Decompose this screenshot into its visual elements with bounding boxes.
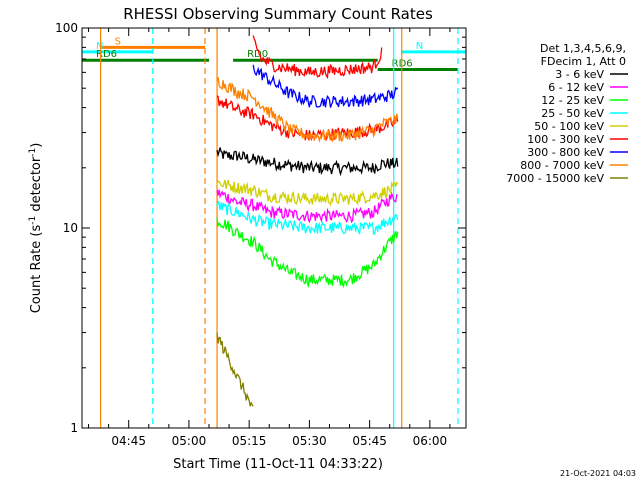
series-line — [216, 189, 398, 224]
legend-header: Det 1,3,4,5,6,9, — [540, 42, 626, 55]
y-axis-label-part: detector — [29, 156, 44, 216]
y-axis-label-superscript: -1 — [28, 216, 38, 225]
y-tick-label: 100 — [55, 21, 78, 35]
x-axis: 04:45 05:00 05:15 05:30 05:45 06:00 — [88, 28, 451, 448]
footer-timestamp: 21-Oct-2021 04:03 — [560, 469, 636, 478]
y-axis: 1 10 100 — [55, 21, 466, 435]
y-axis-label-part: Count Rate (s — [29, 225, 44, 314]
y-axis-label-part: ) — [29, 143, 44, 148]
band-markers: SNNRD6RD6RD0 — [82, 36, 466, 72]
legend-entry-label: 100 - 300 keV — [527, 133, 604, 146]
series-line — [216, 147, 399, 177]
series-line — [216, 200, 399, 236]
x-tick-label: 05:30 — [292, 434, 327, 448]
band-label: S — [115, 36, 121, 47]
legend-entry-label: 25 - 50 keV — [541, 107, 604, 120]
series-line — [216, 77, 399, 143]
legend-entry-label: 300 - 800 keV — [527, 146, 604, 159]
legend-entry-label: 6 - 12 keV — [548, 81, 604, 94]
series-line — [252, 35, 383, 80]
series-line — [216, 217, 399, 289]
x-tick-label: 05:45 — [352, 434, 387, 448]
y-tick-label: 1 — [70, 421, 78, 435]
legend-entry-label: 7000 - 15000 keV — [506, 172, 604, 185]
band-label: RD0 — [247, 49, 268, 60]
legend-header: FDecim 1, Att 0 — [541, 55, 626, 68]
y-axis-label: Count Rate (s-1 detector-1) — [28, 143, 44, 314]
band-label: N — [416, 41, 423, 52]
chart-title: RHESSI Observing Summary Count Rates — [123, 5, 433, 23]
legend-entry-label: 3 - 6 keV — [555, 68, 604, 81]
band-label: N — [96, 41, 103, 52]
legend-entry-label: 50 - 100 keV — [534, 120, 604, 133]
y-tick-label: 10 — [63, 221, 78, 235]
series-group — [216, 35, 399, 407]
y-axis-label-superscript: -1 — [28, 148, 38, 157]
x-tick-label: 05:15 — [232, 434, 267, 448]
band-label: RD6 — [96, 49, 117, 60]
legend-entry-label: 12 - 25 keV — [541, 94, 604, 107]
series-line — [216, 179, 399, 207]
x-axis-label: Start Time (11-Oct-11 04:33:22) — [173, 457, 383, 472]
series-line — [252, 64, 399, 108]
legend: Det 1,3,4,5,6,9,FDecim 1, Att 03 - 6 keV… — [506, 42, 628, 185]
series-line — [216, 332, 254, 407]
x-tick-label: 06:00 — [413, 434, 448, 448]
legend-entry-label: 800 - 7000 keV — [520, 159, 604, 172]
x-tick-label: 04:45 — [111, 434, 146, 448]
x-tick-label: 05:00 — [172, 434, 207, 448]
